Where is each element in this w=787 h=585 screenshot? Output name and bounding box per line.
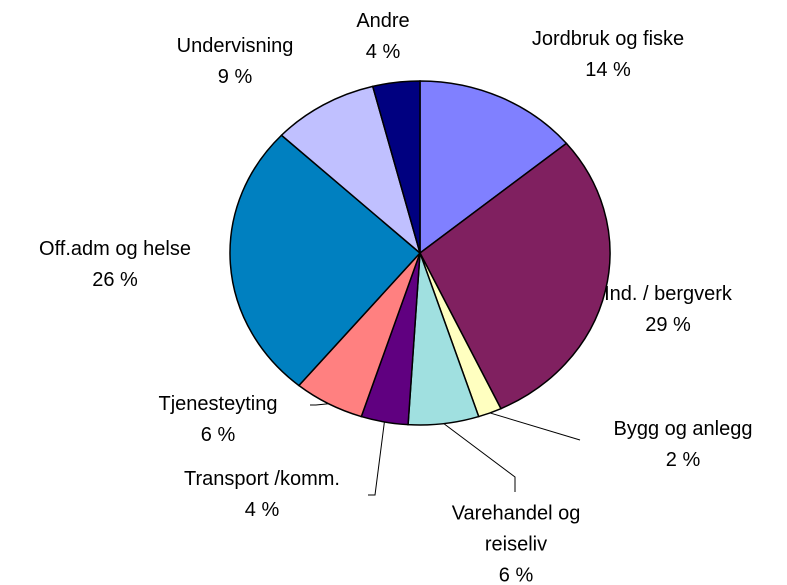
category-name: Andre bbox=[356, 10, 410, 32]
value-label: 26 % bbox=[92, 269, 138, 291]
slice-label: Bygg og anlegg 2 % bbox=[573, 414, 787, 476]
slice-label: Varehandel og reiseliv 6 % bbox=[431, 499, 601, 585]
category-name: Ind. / bergverk bbox=[604, 283, 732, 305]
value-label: 29 % bbox=[645, 314, 691, 336]
slice-label: Jordbruk og fiske 14 % bbox=[478, 24, 738, 86]
leader-line bbox=[489, 412, 581, 441]
category-name: Bygg og anlegg bbox=[613, 418, 753, 440]
pie-slice bbox=[419, 80, 568, 255]
category-name: Undervisning bbox=[176, 35, 294, 57]
pie-slice bbox=[280, 85, 422, 256]
slice-label: Undervisning 9 % bbox=[135, 31, 335, 93]
category-name: Transport /komm. bbox=[184, 468, 340, 490]
value-label: 14 % bbox=[585, 59, 631, 81]
value-label: 4 % bbox=[365, 41, 401, 63]
slice-label: Andre 4 % bbox=[323, 6, 443, 68]
value-label: 4 % bbox=[244, 499, 280, 521]
leader-line bbox=[310, 403, 329, 406]
slice-label: Transport /komm. 4 % bbox=[132, 464, 392, 526]
value-label: 9 % bbox=[217, 66, 253, 88]
leader-line bbox=[443, 423, 516, 492]
value-label: 6 % bbox=[200, 424, 236, 446]
leader-line bbox=[368, 421, 385, 496]
slice-label: Ind. / bergverk 29 % bbox=[568, 279, 768, 341]
category-name: Off.adm og helse bbox=[39, 238, 191, 260]
pie-slice bbox=[229, 134, 422, 387]
value-label: 2 % bbox=[665, 449, 701, 471]
value-label: 6 % bbox=[498, 564, 534, 585]
category-name: Varehandel og reiseliv bbox=[451, 502, 581, 556]
pie-slice bbox=[371, 80, 421, 254]
slice-label: Tjenesteyting 6 % bbox=[118, 389, 318, 451]
pie-slice bbox=[419, 142, 611, 410]
category-name: Jordbruk og fiske bbox=[531, 28, 685, 50]
category-name: Tjenesteyting bbox=[158, 393, 278, 415]
slice-label: Off.adm og helse 26 % bbox=[0, 234, 230, 296]
